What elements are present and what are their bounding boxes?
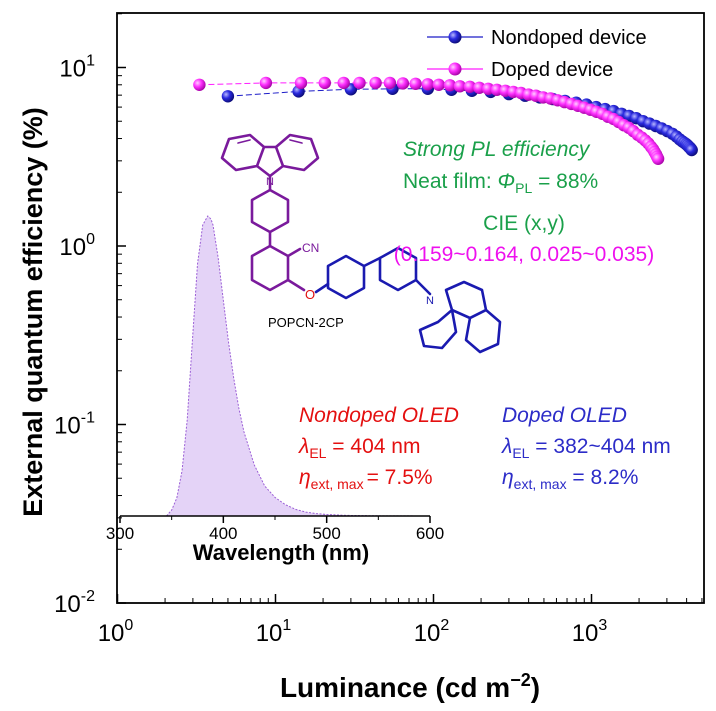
nondoped-oled-title: Nondoped OLED [299,404,459,427]
x-tick-label-3: 103 [572,617,608,647]
cie-title: CIE (x,y) [483,212,565,235]
y-axis-title: External quantum efficiency (%) [18,107,48,517]
molecule-lower-phenyl-2 [378,246,418,292]
x-tick-label-0: 100 [98,617,134,647]
inset-x-tick-label-2: 500 [312,524,340,543]
inset-spectrum-area [166,216,420,516]
molecule-lower-phenyl-1 [326,254,366,300]
y-tick-label-1: 10-1 [54,410,95,440]
data-point-doped [453,80,467,93]
molecule-o-label: O [305,287,315,302]
main-axis-ticks: 100 101 102 103 10-2 10-1 100 101 [54,13,703,647]
inset-x-tick-label-0: 300 [106,524,134,543]
x-axis-title-sup: −2 [510,670,531,690]
data-point-doped [383,76,397,90]
y-tick-label-0: 10-2 [54,588,95,618]
neat-film-prefix: Neat film: [403,170,498,193]
data-point-doped [443,79,457,92]
data-point-doped [396,77,410,90]
cie-values: (0.159~0.164, 0.025~0.035) [394,243,654,266]
data-point-doped [651,152,665,165]
data-point-doped [421,78,434,91]
molecule-upper-carbazole [220,133,320,192]
doped-lambda: λEL = 382~404 nm [501,435,671,461]
molecule-structure: N CN O N POPCN-2CP [220,133,502,354]
legend-marker-nondoped [448,30,462,44]
doped-lambda-symbol: λ [501,435,512,458]
nondoped-lambda-value: = 404 nm [326,435,420,458]
nondoped-lambda-sub: EL [309,445,326,461]
legend-entry-nondoped: Nondoped device [427,27,647,49]
legend-marker-doped [448,62,462,76]
legend: Nondoped device Doped device [427,27,647,81]
doped-lambda-value: = 382~404 nm [529,435,670,458]
molecule-name: POPCN-2CP [268,315,344,330]
nondoped-eta-value: = 7.5% [367,466,433,489]
x-axis-title: Luminance (cd m−2) [280,670,540,703]
data-point-doped [369,76,382,90]
plot-frame [116,12,705,604]
data-point-doped [432,78,445,92]
inset-x-tick-label-3: 600 [416,524,444,543]
data-point-doped [337,76,350,90]
neat-film-text: Neat film: ΦPL = 88% [403,170,598,196]
nondoped-lambda-symbol: λ [298,435,309,458]
data-point-doped [259,76,273,90]
nondoped-lambda: λEL = 404 nm [298,435,420,461]
data-point-doped [463,80,477,94]
data-point-nondoped [221,90,235,103]
molecule-cn-label: CN [302,241,319,255]
x-tick-label-2: 102 [414,617,450,647]
x-tick-label-1: 101 [256,617,292,647]
molecule-central-ring [250,244,290,292]
data-point-doped [294,76,308,90]
inset-x-tick-label-1: 400 [209,524,237,543]
molecule-lower-carbazole [418,280,502,354]
neat-film-sub: PL [515,180,532,196]
y-tick-label-2: 100 [59,231,95,261]
neat-film-value: = 88% [532,170,598,193]
doped-eta: ηext, max = 8.2% [502,466,638,492]
inset-x-ticks: 300 400 500 600 [106,516,444,543]
neat-film-symbol: Φ [498,170,516,193]
legend-label-nondoped: Nondoped device [491,27,647,49]
inset-x-axis-title: Wavelength (nm) [193,540,369,565]
strong-pl-title: Strong PL efficiency [403,138,591,161]
nondoped-eta: ηext, max = 7.5% [299,466,433,492]
inset-spectrum: 300 400 500 600 Wavelength (nm) [106,215,444,565]
molecule-upper-phenyl [250,188,290,234]
doped-eta-symbol: η [502,466,514,489]
nondoped-eta-symbol: η [299,466,311,489]
data-point-doped [353,76,366,90]
nondoped-eta-sub: ext, max [311,476,364,492]
doped-oled-title: Doped OLED [502,404,627,427]
y-tick-label-3: 101 [59,53,95,83]
doped-eta-sub: ext, max [514,476,567,492]
annotations: Strong PL efficiency Neat film: ΦPL = 88… [298,138,671,492]
series-doped-device [193,76,665,165]
data-point-doped [409,77,422,91]
x-axis-title-main: Luminance (cd m [280,672,510,703]
legend-entry-doped: Doped device [427,59,613,81]
inset-spectrum-line [166,215,420,517]
legend-label-doped: Doped device [491,59,613,81]
data-point-doped [193,78,206,92]
x-axis-title-tail: ) [531,672,540,703]
data-point-doped [318,76,331,90]
molecule-n-label-lower: N [426,295,434,307]
doped-eta-value: = 8.2% [567,466,639,489]
data-point-nondoped [685,143,698,157]
molecule-n-label-upper: N [266,176,274,188]
doped-lambda-sub: EL [512,445,529,461]
